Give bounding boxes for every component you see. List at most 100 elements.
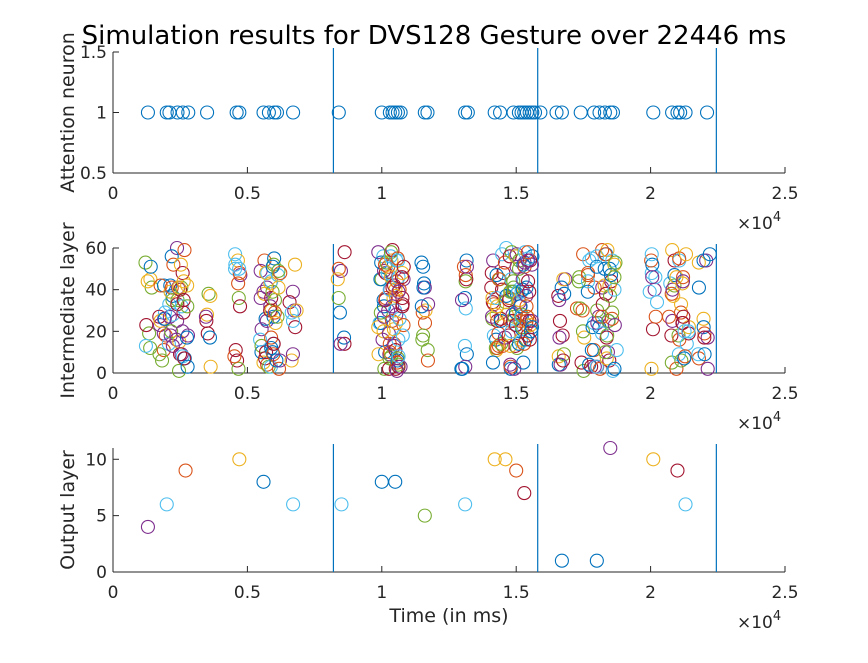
intermediate-spike-marker bbox=[691, 347, 706, 362]
intermediate-spike-marker bbox=[607, 361, 622, 376]
intermediate-spike-marker bbox=[232, 265, 247, 281]
intermediate-spike-marker bbox=[485, 355, 501, 370]
intermediate-spike-marker bbox=[172, 347, 188, 362]
intermediate-spike-marker bbox=[228, 261, 243, 276]
attention-spike-marker bbox=[393, 105, 408, 120]
intermediate-spike-marker bbox=[289, 303, 304, 318]
intermediate-spike-marker bbox=[602, 278, 617, 293]
intermediate-spike-marker bbox=[171, 363, 187, 378]
intermediate-spike-marker bbox=[669, 361, 684, 376]
intermediate-spike-marker bbox=[285, 313, 301, 328]
intermediate-spike-marker bbox=[143, 259, 158, 274]
intermediate-spike-marker bbox=[691, 280, 706, 295]
x-tick-label: 1 bbox=[376, 384, 387, 404]
attention-spike-marker bbox=[170, 105, 185, 120]
intermediate-spike-marker bbox=[174, 299, 189, 314]
intermediate-spike-marker bbox=[177, 351, 192, 366]
x-tick-label: 0.5 bbox=[234, 384, 261, 404]
intermediate-spike-marker bbox=[458, 359, 473, 374]
y-tick-label: 1.5 bbox=[80, 43, 107, 63]
intermediate-spike-marker bbox=[457, 290, 472, 306]
intermediate-spike-marker bbox=[520, 245, 536, 260]
output-spike-marker bbox=[256, 474, 271, 489]
y-tick-label: 40 bbox=[85, 281, 107, 301]
intermediate-spike-marker bbox=[271, 280, 286, 295]
intermediate-spike-marker bbox=[227, 349, 242, 364]
intermediate-spike-marker bbox=[163, 278, 178, 293]
intermediate-spike-marker bbox=[270, 309, 285, 324]
intermediate-spike-marker bbox=[600, 328, 615, 343]
attention-spike-marker bbox=[162, 105, 177, 120]
intermediate-spike-marker bbox=[267, 305, 282, 320]
intermediate-spike-marker bbox=[231, 361, 246, 376]
attention-spike-marker bbox=[527, 105, 543, 120]
output-spike-marker bbox=[603, 440, 618, 456]
intermediate-spike-marker bbox=[253, 290, 268, 306]
intermediate-spike-marker bbox=[384, 253, 399, 268]
intermediate-spike-marker bbox=[201, 286, 216, 301]
intermediate-spike-marker bbox=[415, 305, 430, 320]
intermediate-spike-marker bbox=[268, 315, 283, 331]
intermediate-spike-marker bbox=[179, 330, 195, 345]
intermediate-spike-marker bbox=[677, 351, 692, 366]
intermediate-spike-marker bbox=[485, 290, 500, 306]
intermediate-spike-marker bbox=[180, 328, 196, 343]
attention-spike-marker bbox=[487, 105, 502, 120]
intermediate-spike-marker bbox=[140, 274, 155, 289]
intermediate-spike-marker bbox=[389, 363, 404, 378]
intermediate-spike-marker bbox=[166, 257, 181, 272]
intermediate-spike-marker bbox=[231, 290, 246, 306]
intermediate-spike-marker bbox=[142, 326, 157, 341]
intermediate-spike-marker bbox=[331, 290, 346, 306]
intermediate-spike-marker bbox=[553, 357, 568, 372]
intermediate-spike-marker bbox=[666, 288, 681, 303]
intermediate-spike-marker bbox=[373, 305, 388, 320]
output-spike-marker bbox=[498, 452, 513, 467]
intermediate-spike-marker bbox=[521, 274, 536, 289]
intermediate-spike-marker bbox=[499, 240, 514, 256]
attention-spike-marker bbox=[573, 105, 588, 120]
intermediate-spike-marker bbox=[180, 278, 195, 293]
intermediate-spike-marker bbox=[272, 353, 288, 368]
intermediate-spike-marker bbox=[169, 240, 185, 256]
intermediate-spike-marker bbox=[577, 330, 592, 345]
output-spike-marker bbox=[388, 474, 403, 489]
output-spike-marker bbox=[232, 452, 247, 467]
intermediate-spike-marker bbox=[556, 272, 571, 287]
intermediate-spike-marker bbox=[665, 282, 680, 297]
attention-spike-marker bbox=[417, 105, 432, 120]
intermediate-spike-marker bbox=[677, 324, 692, 339]
output-spike-marker bbox=[374, 474, 389, 489]
intermediate-spike-marker bbox=[519, 288, 534, 303]
attention-spike-marker bbox=[175, 105, 190, 120]
intermediate-spike-marker bbox=[396, 259, 411, 274]
intermediate-spike-marker bbox=[391, 284, 406, 299]
intermediate-spike-marker bbox=[519, 299, 534, 314]
intermediate-spike-marker bbox=[253, 332, 268, 347]
intermediate-spike-marker bbox=[228, 257, 243, 272]
intermediate-spike-marker bbox=[282, 295, 297, 310]
intermediate-spike-marker bbox=[139, 318, 154, 333]
intermediate-spike-marker bbox=[644, 247, 659, 262]
intermediate-spike-marker bbox=[288, 320, 303, 335]
intermediate-spike-marker bbox=[599, 351, 614, 366]
intermediate-spike-marker bbox=[396, 318, 411, 333]
intermediate-spike-marker bbox=[330, 272, 345, 287]
intermediate-spike-marker bbox=[648, 309, 663, 324]
intermediate-spike-marker bbox=[697, 330, 712, 345]
output-spike-marker bbox=[487, 452, 502, 467]
intermediate-spike-marker bbox=[373, 315, 388, 331]
output-spike-marker bbox=[178, 463, 193, 478]
output-spike-marker bbox=[517, 486, 532, 501]
intermediate-spike-marker bbox=[231, 276, 246, 291]
attention-spike-marker bbox=[229, 105, 244, 120]
y-axis-label: Output layer bbox=[57, 450, 79, 570]
y-tick-label: 5 bbox=[96, 507, 107, 527]
intermediate-spike-marker bbox=[556, 347, 571, 362]
intermediate-spike-marker bbox=[522, 284, 537, 299]
attention-spike-marker bbox=[597, 105, 612, 120]
x-tick-label: 0.5 bbox=[234, 583, 261, 603]
output-spike-marker bbox=[334, 497, 349, 512]
intermediate-spike-marker bbox=[649, 295, 665, 310]
x-tick-label: 1 bbox=[376, 583, 387, 603]
